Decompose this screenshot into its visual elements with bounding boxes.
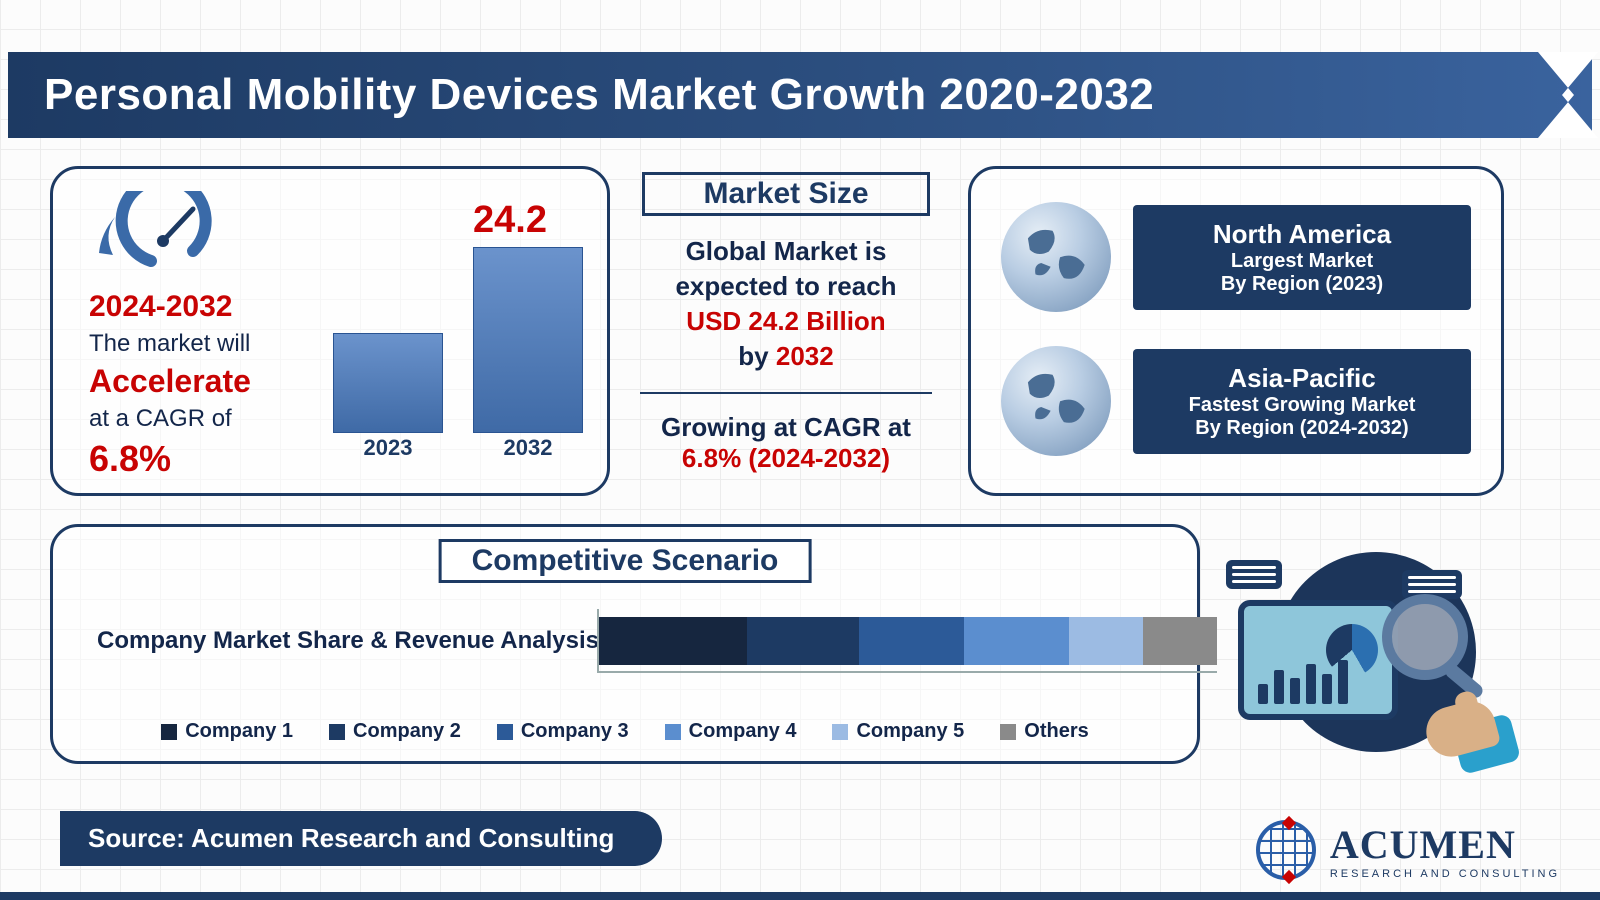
bar-2023 [333, 333, 443, 433]
chat-bubble-icon [1226, 560, 1282, 589]
legend-label: Company 4 [689, 720, 797, 743]
magnifier-icon [1382, 594, 1468, 680]
bar-2032 [473, 247, 583, 433]
brand-logo-mark [1256, 820, 1316, 880]
bar-chart-icon [1258, 660, 1348, 704]
cagr-line1: The market will [89, 328, 309, 360]
market-size-sub: Growing at CAGR at 6.8% (2024-2032) [636, 412, 936, 474]
tablet-icon [1238, 600, 1398, 720]
globe-icon [1001, 202, 1111, 312]
ms-text-2: expected to reach [675, 271, 896, 301]
competitive-card: Competitive Scenario Company Market Shar… [50, 524, 1200, 764]
bar-label-2023: 2023 [333, 435, 443, 461]
legend-swatch [1000, 724, 1016, 740]
legend-label: Company 3 [521, 720, 629, 743]
legend-swatch [161, 724, 177, 740]
region-line1: Fastest Growing Market [1149, 394, 1455, 417]
brand-logo-text: ACUMEN RESEARCH AND CONSULTING [1330, 821, 1560, 880]
brand-tagline: RESEARCH AND CONSULTING [1330, 868, 1560, 880]
legend-item: Company 2 [329, 720, 461, 743]
legend-item: Company 3 [497, 720, 629, 743]
legend-swatch [497, 724, 513, 740]
region-box-na: North America Largest Market By Region (… [1133, 205, 1471, 310]
market-share-stacked-bar [599, 617, 1217, 665]
region-line1: Largest Market [1149, 250, 1455, 273]
analytics-illustration [1226, 560, 1486, 750]
ms-sub-value: 6.8% (2024-2032) [682, 443, 890, 473]
region-row-na: North America Largest Market By Region (… [1001, 197, 1471, 317]
cagr-line2: at a CAGR of [89, 403, 309, 435]
market-size-paragraph: Global Market is expected to reach USD 2… [636, 234, 936, 374]
cagr-year-range: 2024-2032 [89, 287, 309, 328]
legend-item: Others [1000, 720, 1088, 743]
legend-swatch [329, 724, 345, 740]
region-box-apac: Asia-Pacific Fastest Growing Market By R… [1133, 349, 1471, 454]
market-share-segment [1143, 617, 1217, 665]
brand-name: ACUMEN [1330, 821, 1560, 868]
ms-sub-prefix: Growing at CAGR at [661, 412, 911, 442]
ms-by-prefix: by [738, 341, 776, 371]
ms-text-1: Global Market is [686, 236, 887, 266]
source-attribution: Source: Acumen Research and Consulting [60, 811, 662, 866]
market-share-chart-axes [597, 609, 1217, 673]
regions-card: North America Largest Market By Region (… [968, 166, 1504, 496]
market-growth-bar-chart: 2023 2032 [323, 221, 593, 461]
legend-label: Company 5 [856, 720, 964, 743]
market-share-segment [964, 617, 1069, 665]
competitive-label: Company Market Share & Revenue Analysis [97, 627, 599, 655]
market-size-header: Market Size [642, 172, 930, 216]
ms-value: USD 24.2 Billion [686, 306, 885, 336]
region-line2: By Region (2024-2032) [1149, 417, 1455, 440]
globe-icon [1001, 346, 1111, 456]
market-share-segment [859, 617, 964, 665]
market-share-segment [599, 617, 747, 665]
page-title: Personal Mobility Devices Market Growth … [8, 70, 1154, 120]
region-row-apac: Asia-Pacific Fastest Growing Market By R… [1001, 341, 1471, 461]
ms-by-year: 2032 [776, 341, 834, 371]
cagr-accelerate-word: Accelerate [89, 360, 309, 403]
market-share-segment [1069, 617, 1143, 665]
brand-logo: ACUMEN RESEARCH AND CONSULTING [1256, 820, 1560, 880]
legend-label: Company 2 [353, 720, 461, 743]
bar-label-2032: 2032 [473, 435, 583, 461]
legend-label: Others [1024, 720, 1088, 743]
legend-swatch [832, 724, 848, 740]
legend-item: Company 5 [832, 720, 964, 743]
cagr-value: 6.8% [89, 435, 309, 484]
bottom-border [0, 892, 1600, 900]
market-size-block: Market Size Global Market is expected to… [636, 172, 936, 488]
market-share-segment [747, 617, 858, 665]
legend-swatch [665, 724, 681, 740]
market-share-legend: Company 1 Company 2 Company 3 Company 4 Comp… [53, 720, 1197, 743]
title-banner: Personal Mobility Devices Market Growth … [8, 52, 1592, 138]
legend-item: Company 4 [665, 720, 797, 743]
region-name: Asia-Pacific [1149, 363, 1455, 394]
speedometer-icon [93, 191, 213, 271]
cagr-card: 2024-2032 The market will Accelerate at … [50, 166, 610, 496]
region-line2: By Region (2023) [1149, 273, 1455, 296]
divider [640, 392, 932, 394]
cagr-text: 2024-2032 The market will Accelerate at … [89, 287, 309, 484]
legend-item: Company 1 [161, 720, 293, 743]
legend-label: Company 1 [185, 720, 293, 743]
competitive-header: Competitive Scenario [439, 539, 812, 583]
region-name: North America [1149, 219, 1455, 250]
